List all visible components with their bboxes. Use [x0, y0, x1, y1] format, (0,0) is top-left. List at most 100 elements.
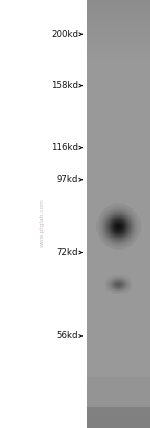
Bar: [132, 215, 133, 216]
Bar: [105, 220, 106, 221]
Bar: [123, 275, 124, 276]
Bar: [110, 242, 111, 243]
Bar: [110, 289, 111, 290]
Bar: [123, 218, 124, 220]
Bar: [104, 229, 105, 230]
Bar: [112, 204, 113, 205]
Bar: [121, 280, 122, 281]
Bar: [101, 230, 102, 231]
Bar: [106, 213, 108, 214]
Bar: [87, 305, 150, 307]
Bar: [117, 290, 118, 291]
Bar: [116, 211, 118, 212]
Bar: [102, 231, 103, 232]
Bar: [117, 231, 119, 232]
Bar: [131, 208, 132, 209]
Bar: [87, 4, 150, 6]
Bar: [106, 211, 108, 212]
Bar: [115, 282, 116, 283]
Bar: [114, 223, 115, 224]
Bar: [117, 249, 119, 250]
Bar: [125, 288, 127, 289]
Bar: [117, 285, 118, 286]
Bar: [124, 244, 125, 245]
Bar: [122, 282, 123, 283]
Bar: [101, 219, 102, 220]
Bar: [131, 210, 132, 211]
Bar: [126, 220, 127, 221]
Bar: [107, 290, 109, 291]
Bar: [109, 237, 110, 238]
Bar: [108, 283, 110, 284]
Bar: [125, 233, 126, 234]
Bar: [123, 276, 124, 277]
Bar: [108, 244, 109, 246]
Bar: [115, 230, 116, 231]
Bar: [111, 245, 112, 247]
Bar: [113, 229, 114, 230]
Bar: [116, 204, 118, 205]
Bar: [102, 224, 103, 225]
Bar: [109, 233, 110, 234]
Bar: [104, 222, 105, 223]
Bar: [121, 226, 122, 227]
Bar: [112, 238, 113, 239]
Bar: [87, 112, 150, 114]
Bar: [124, 216, 125, 217]
Bar: [100, 222, 101, 223]
Bar: [98, 221, 99, 222]
Bar: [104, 244, 105, 245]
Bar: [124, 208, 125, 210]
Bar: [117, 276, 118, 277]
Bar: [113, 281, 114, 282]
Bar: [122, 283, 123, 284]
Bar: [112, 215, 113, 216]
Bar: [102, 223, 103, 224]
Bar: [87, 145, 150, 147]
Bar: [87, 206, 150, 208]
Bar: [128, 240, 130, 241]
Bar: [115, 229, 116, 230]
Bar: [87, 289, 150, 291]
Bar: [124, 209, 125, 211]
Bar: [122, 278, 123, 279]
Bar: [117, 247, 119, 248]
Bar: [87, 380, 150, 382]
Bar: [104, 234, 105, 235]
Bar: [117, 284, 118, 285]
Bar: [126, 291, 128, 292]
Bar: [131, 242, 132, 243]
Bar: [108, 287, 110, 288]
Bar: [102, 233, 103, 234]
Bar: [115, 283, 116, 284]
Bar: [120, 212, 121, 214]
Bar: [114, 249, 115, 250]
Bar: [112, 279, 113, 280]
Bar: [87, 282, 150, 284]
Bar: [126, 281, 128, 282]
Bar: [106, 234, 108, 235]
Bar: [106, 221, 108, 222]
Bar: [114, 206, 115, 207]
Bar: [106, 209, 108, 211]
Bar: [122, 208, 123, 209]
Bar: [123, 211, 124, 212]
Bar: [103, 222, 104, 223]
Bar: [109, 239, 110, 240]
Bar: [87, 325, 150, 327]
Bar: [116, 225, 118, 226]
Bar: [100, 227, 101, 229]
Bar: [115, 276, 116, 277]
Bar: [114, 291, 115, 292]
Bar: [120, 223, 121, 224]
Bar: [117, 279, 118, 280]
Bar: [131, 239, 132, 240]
Bar: [132, 243, 133, 244]
Bar: [124, 243, 125, 244]
Bar: [87, 366, 150, 368]
Bar: [100, 220, 101, 221]
Bar: [124, 225, 125, 226]
Bar: [106, 231, 108, 232]
Bar: [104, 215, 105, 216]
Bar: [109, 238, 110, 239]
